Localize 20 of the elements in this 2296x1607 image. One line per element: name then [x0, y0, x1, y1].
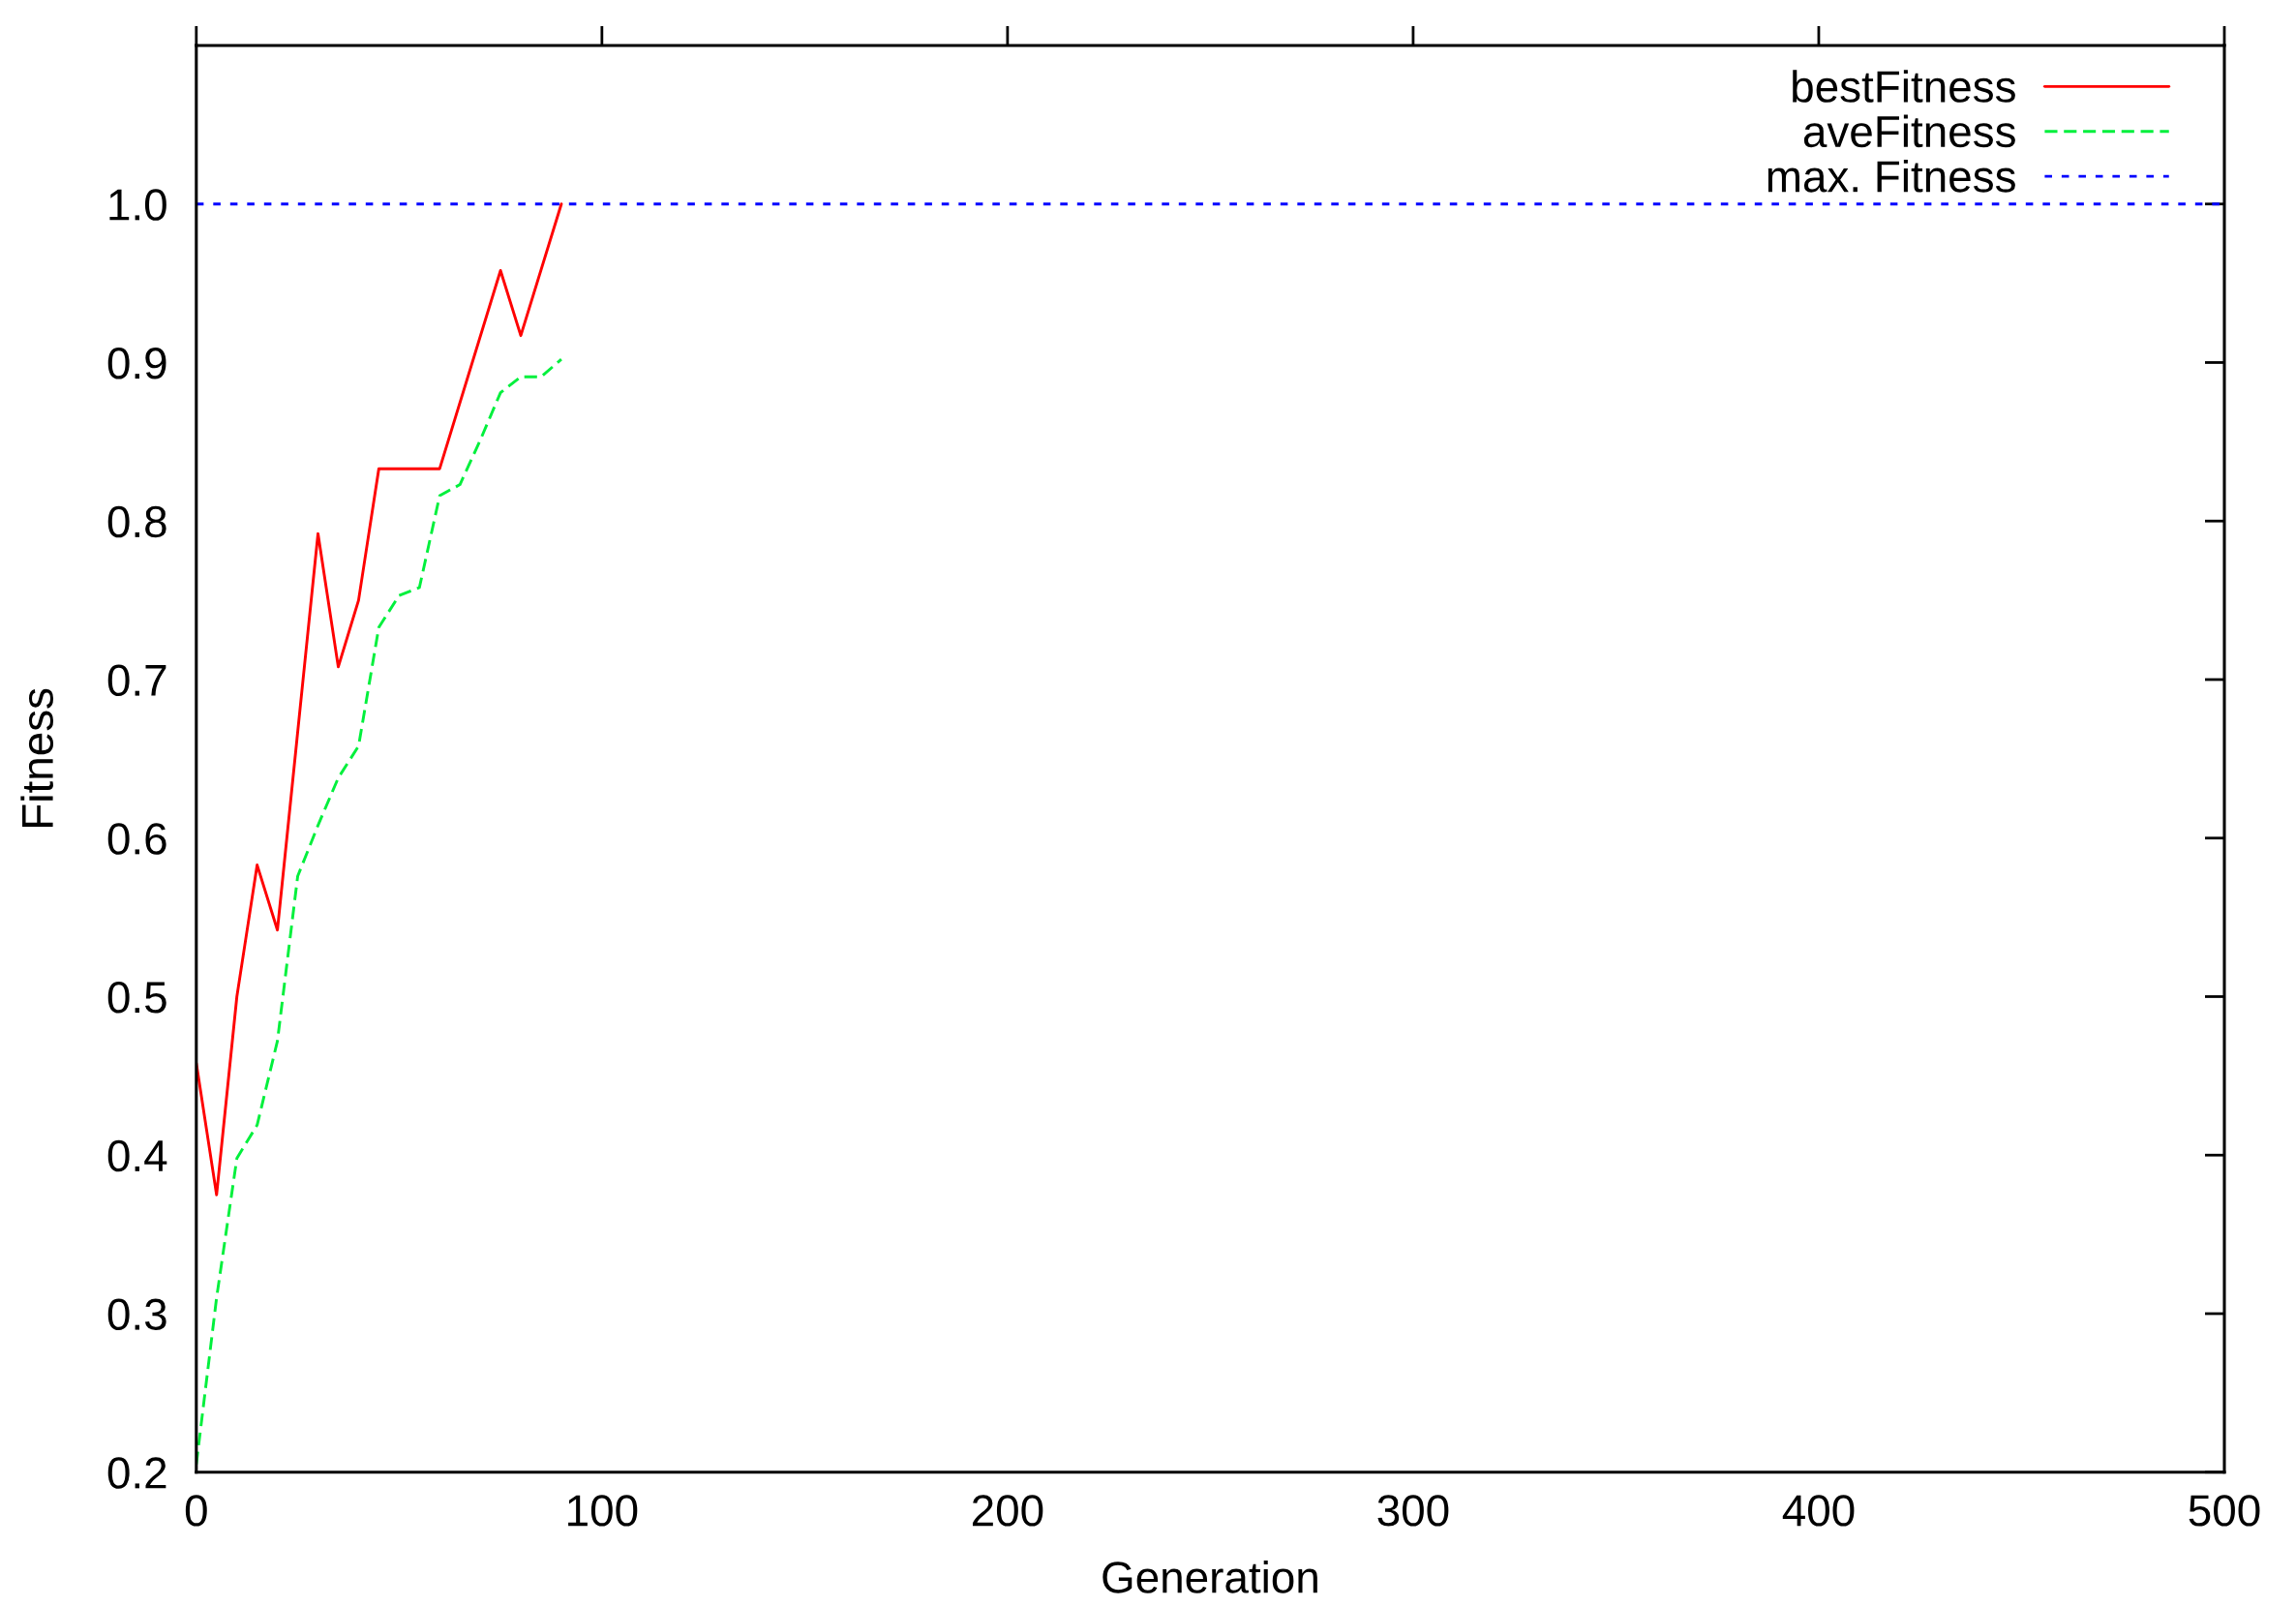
- x-tick-label: 300: [1377, 1495, 1449, 1527]
- y-tick-label: 0.4: [107, 1139, 167, 1172]
- y-tick-label: 0.6: [107, 823, 166, 855]
- x-tick-label: 100: [568, 1495, 638, 1527]
- legend-label: aveFitness: [1803, 114, 2015, 148]
- x-tick-label: 200: [972, 1495, 1043, 1527]
- y-tick-label: 0.3: [107, 1298, 166, 1331]
- y-tick-label: 0.7: [107, 664, 166, 697]
- x-tick-label: 500: [2189, 1495, 2260, 1527]
- y-axis-title: Fitness: [20, 688, 54, 827]
- x-axis-title: Generation: [1103, 1561, 1317, 1593]
- y-tick-label: 0.8: [107, 505, 166, 538]
- y-tick-label: 0.9: [107, 348, 166, 379]
- x-tick-label: 400: [1782, 1495, 1855, 1527]
- y-tick-label: 0.2: [107, 1457, 166, 1489]
- x-tick-label: 0: [185, 1495, 207, 1527]
- ref-line-label: max. Fitness: [1767, 159, 2015, 193]
- y-tick-label: 1.0: [109, 189, 166, 221]
- y-tick-label: 0.5: [107, 982, 166, 1014]
- legend-label: bestFitness: [1793, 70, 2015, 103]
